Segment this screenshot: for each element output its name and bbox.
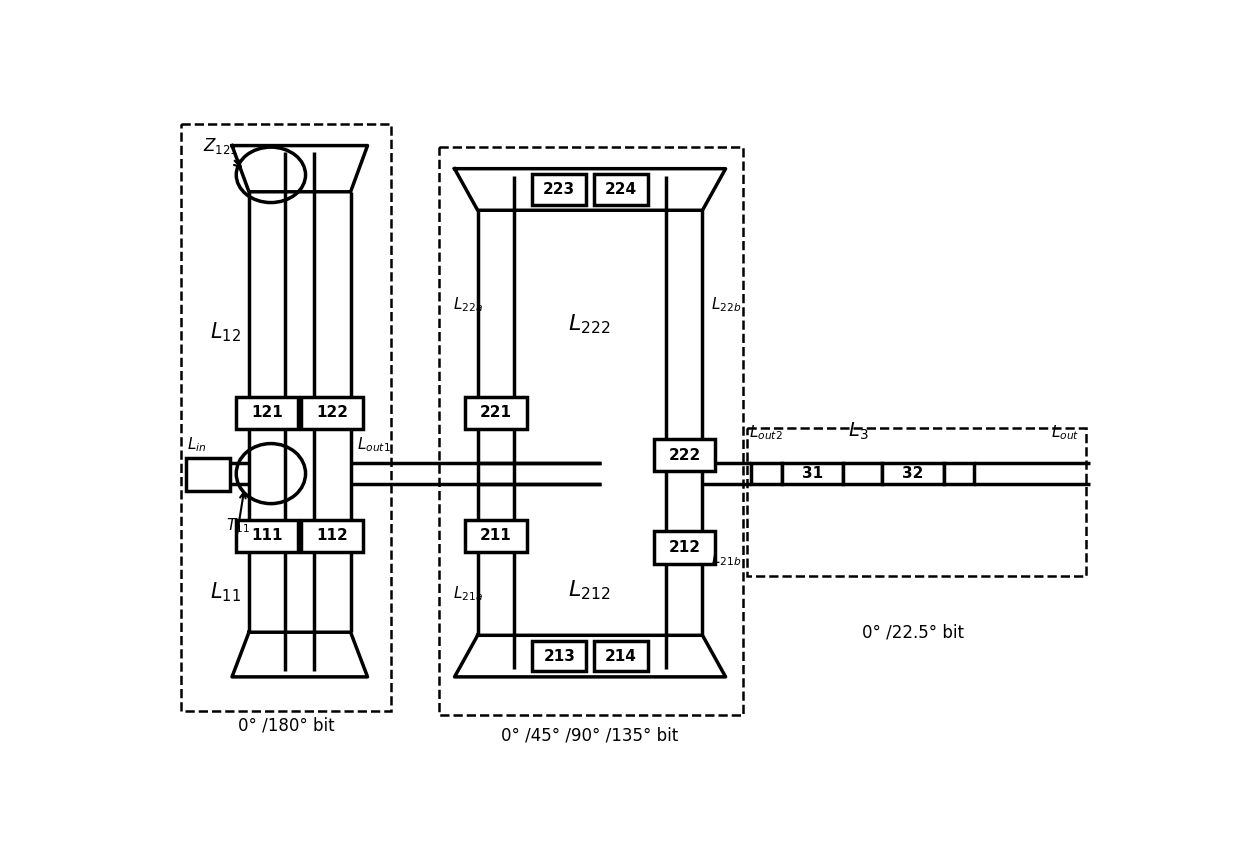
Text: 112: 112	[316, 528, 348, 543]
Text: L$_{3}$: L$_{3}$	[848, 420, 869, 442]
Bar	[532, 174, 587, 205]
Text: L$_{11}$: L$_{11}$	[211, 580, 242, 604]
Text: 31: 31	[802, 466, 823, 481]
Bar	[301, 397, 363, 429]
Polygon shape	[455, 169, 725, 210]
Text: 224: 224	[605, 182, 637, 197]
Bar	[237, 520, 298, 553]
Bar	[781, 463, 843, 484]
Bar	[653, 532, 715, 563]
Bar	[237, 397, 298, 429]
Bar	[843, 463, 882, 484]
Bar	[465, 397, 527, 429]
Text: L$_{22b}$: L$_{22b}$	[711, 296, 742, 315]
Text: 212: 212	[668, 540, 701, 555]
Text: 0° /22.5° bit: 0° /22.5° bit	[862, 623, 963, 641]
Polygon shape	[232, 632, 367, 677]
Bar	[748, 428, 1086, 576]
Bar	[532, 641, 587, 671]
Bar	[944, 463, 975, 484]
Text: Z$_{121}$: Z$_{121}$	[203, 136, 241, 167]
Bar	[186, 458, 231, 490]
Text: 111: 111	[252, 528, 283, 543]
Text: 213: 213	[543, 648, 575, 664]
Bar	[181, 124, 391, 711]
Polygon shape	[232, 145, 367, 192]
Text: L$_{out}$: L$_{out}$	[1052, 423, 1080, 442]
Text: 221: 221	[480, 405, 512, 420]
Text: L$_{222}$: L$_{222}$	[568, 312, 610, 336]
Bar	[882, 463, 944, 484]
Text: 222: 222	[668, 447, 701, 463]
Text: 32: 32	[901, 466, 924, 481]
Bar	[465, 520, 527, 553]
Text: L$_{22a}$: L$_{22a}$	[453, 296, 484, 315]
Bar	[653, 439, 715, 471]
Text: 122: 122	[316, 405, 348, 420]
Bar	[594, 641, 647, 671]
Text: 211: 211	[480, 528, 512, 543]
Text: 121: 121	[252, 405, 283, 420]
Text: L$_{12}$: L$_{12}$	[211, 320, 242, 344]
Text: L$_{21a}$: L$_{21a}$	[453, 584, 484, 603]
Text: 0° /180° bit: 0° /180° bit	[238, 717, 335, 735]
Bar	[439, 147, 743, 716]
Text: L$_{out1}$: L$_{out1}$	[357, 435, 391, 453]
Text: 0° /45° /90° /135° bit: 0° /45° /90° /135° bit	[501, 726, 678, 744]
Text: T$_{11}$: T$_{11}$	[226, 516, 249, 535]
Polygon shape	[455, 635, 725, 677]
Bar	[594, 174, 647, 205]
Bar	[301, 520, 363, 553]
Text: 214: 214	[605, 648, 637, 664]
Text: L$_{out2}$: L$_{out2}$	[749, 423, 782, 442]
Text: L$_{in}$: L$_{in}$	[187, 435, 207, 453]
Text: L$_{21b}$: L$_{21b}$	[711, 550, 742, 569]
Text: L$_{212}$: L$_{212}$	[568, 578, 610, 601]
Text: 223: 223	[543, 182, 575, 197]
Bar	[751, 463, 781, 484]
